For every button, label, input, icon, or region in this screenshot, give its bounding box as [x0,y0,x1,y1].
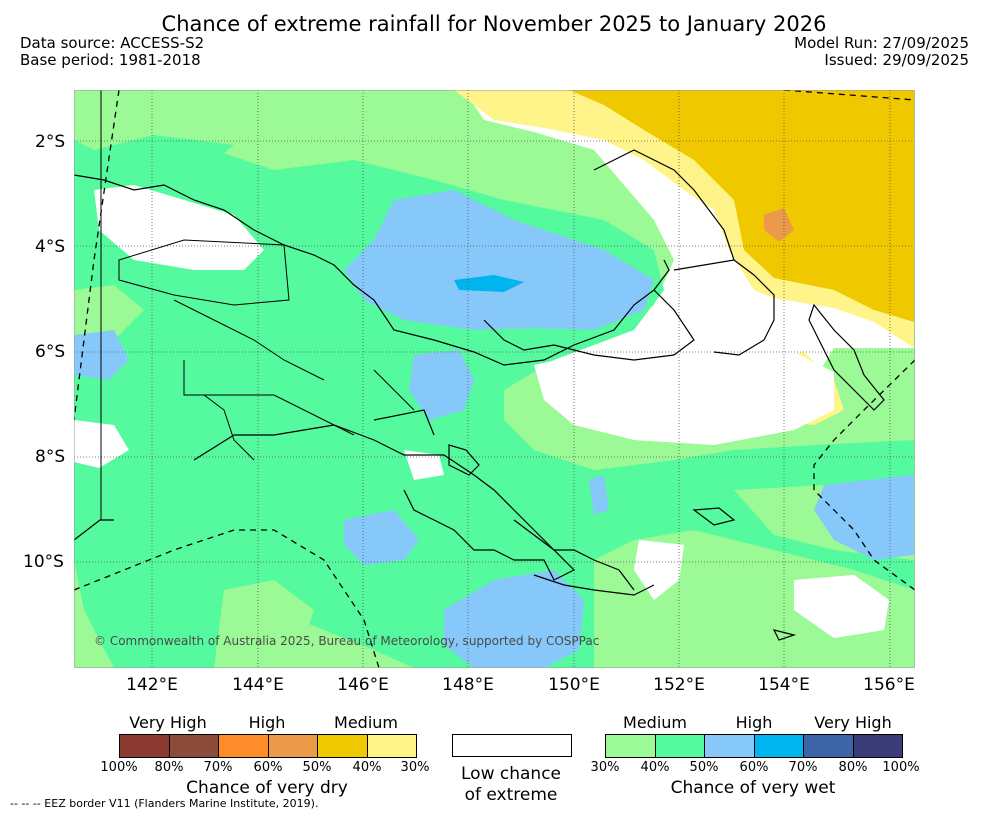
lon-label-152e: 152°E [653,675,705,695]
eez-footnote: -- -- -- EEZ border V11 (Flanders Marine… [10,797,319,810]
dry-pct-60: 60% [253,760,283,775]
wet-pct-50: 50% [689,760,719,775]
wet-pct-80: 80% [838,760,868,775]
wet-cat-medium: Medium [623,713,687,732]
dry-caption: Chance of very dry [186,778,348,798]
dry-swatch-1 [120,735,170,757]
dry-cat-high: High [248,713,286,732]
wet-pct-70: 70% [788,760,818,775]
wet-caption: Chance of very wet [670,778,836,798]
base-period: Base period: 1981-2018 [20,51,201,69]
wet-colorbar [605,734,903,758]
dry-swatch-5 [318,735,368,757]
dry-pct-80: 80% [154,760,184,775]
wet-pct-30: 30% [590,760,620,775]
dry-cat-medium: Medium [334,713,398,732]
dry-pct-30: 30% [400,760,430,775]
lat-label-10s: 10°S [23,552,64,572]
wet-cat-high: High [735,713,773,732]
dry-colorbar [119,734,417,758]
low-chance-regions-top [74,185,889,638]
lat-label-4s: 4°S [35,237,66,257]
map-frame [74,90,915,668]
lon-label-146e: 146°E [337,675,389,695]
wet-swatch-4 [755,735,804,757]
wet-swatch-3 [705,735,755,757]
wet-pct-60: 60% [739,760,769,775]
copyright-notice: © Commonwealth of Australia 2025, Bureau… [94,634,599,648]
lon-label-156e: 156°E [863,675,915,695]
lat-label-8s: 8°S [35,447,66,467]
lat-label-2s: 2°S [35,132,66,152]
dry-cat-very-high: Very High [129,713,207,732]
neutral-swatch [452,734,572,757]
wet-pct-100: 100% [882,760,920,775]
neutral-caption-line1: Low chance [461,764,561,784]
rainfall-map[interactable]: © Commonwealth of Australia 2025, Bureau… [74,90,915,668]
dry-swatch-2 [170,735,219,757]
issued-date: Issued: 29/09/2025 [824,51,969,69]
wet-swatch-6 [854,735,902,757]
lon-label-144e: 144°E [232,675,284,695]
lon-label-150e: 150°E [548,675,600,695]
model-run: Model Run: 27/09/2025 [794,34,969,52]
wet-swatch-5 [804,735,854,757]
wet-swatch-1 [606,735,656,757]
wet-swatch-2 [656,735,705,757]
wet-cat-very-high: Very High [814,713,892,732]
dry-swatch-4 [269,735,318,757]
lat-label-6s: 6°S [35,342,66,362]
wet-high-regions [74,190,914,668]
lon-label-142e: 142°E [126,675,178,695]
data-source: Data source: ACCESS-S2 [20,34,205,52]
map-title: Chance of extreme rainfall for November … [161,12,827,36]
neutral-caption-line2: of extreme [464,785,558,805]
coastlines [74,149,885,641]
dry-pct-50: 50% [302,760,332,775]
dry-pct-70: 70% [203,760,233,775]
wet-pct-40: 40% [640,760,670,775]
dry-pct-100: 100% [100,760,138,775]
lon-label-148e: 148°E [442,675,494,695]
dry-high-spot [764,208,794,242]
lon-label-154e: 154°E [758,675,810,695]
dry-swatch-6 [368,735,416,757]
eez-borders [74,90,915,668]
wet-very-high-spot [454,275,524,292]
dry-medium-region [569,90,914,322]
dry-swatch-3 [219,735,269,757]
graticule [74,90,915,668]
dry-pct-40: 40% [352,760,382,775]
province-boundaries [100,90,415,520]
